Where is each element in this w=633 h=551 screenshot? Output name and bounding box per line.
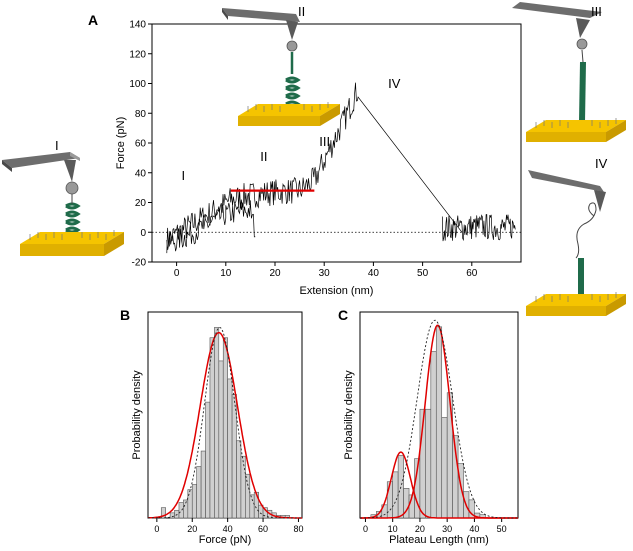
histogram-bar xyxy=(191,484,197,519)
x-tick-label: 20 xyxy=(269,268,281,279)
y-tick-label: 40 xyxy=(135,168,147,179)
cantilever-icon xyxy=(512,2,602,50)
histogram-bar xyxy=(236,440,242,519)
x-tick-label: 40 xyxy=(368,268,380,279)
y-tick-label: 60 xyxy=(135,139,147,150)
cantilever-icon xyxy=(222,8,300,52)
y-axis-label: Probability density xyxy=(343,370,355,460)
x-tick-label: 50 xyxy=(417,268,429,279)
panel-label-b: B xyxy=(120,307,130,323)
histogram-bar xyxy=(174,509,180,519)
x-tick-label: 0 xyxy=(174,268,180,279)
y-tick-label: 140 xyxy=(129,20,146,31)
afm-illustration-stage-2: II xyxy=(222,4,340,126)
series-baseline-noise xyxy=(441,214,516,242)
y-tick-label: 120 xyxy=(129,49,146,60)
histogram-bar xyxy=(446,392,453,519)
protein-coil-icon xyxy=(65,194,81,234)
x-axis-label: Force (pN) xyxy=(199,534,252,546)
histogram-bar xyxy=(205,401,211,519)
y-tick-label: 80 xyxy=(135,109,147,120)
gold-surface-icon xyxy=(238,102,340,126)
y-tick-label: 0 xyxy=(140,228,146,239)
protein-chain-icon xyxy=(579,49,586,122)
gold-surface-icon xyxy=(526,292,626,316)
histogram-bar xyxy=(160,507,167,519)
histogram-bar xyxy=(245,473,251,519)
trace-stage-label: III xyxy=(319,134,330,149)
dashed-fit-curve xyxy=(360,319,518,519)
protein-coil-icon xyxy=(285,52,301,108)
histogram-bar xyxy=(218,360,224,519)
y-tick-label: 20 xyxy=(135,198,147,209)
histogram-bar xyxy=(214,327,220,519)
ruptured-strand-icon xyxy=(575,202,597,296)
histogram-bar xyxy=(227,378,233,519)
x-tick-label: 40 xyxy=(469,524,479,534)
histogram-bar xyxy=(178,502,184,519)
histogram-bar xyxy=(169,512,175,519)
histogram-bar xyxy=(441,417,448,519)
y-axis-label: Force (pN) xyxy=(115,117,127,170)
stage-label-1: I xyxy=(55,138,59,153)
panel-b-plot: 0 20 40 60 80 Force (pN) Probability density xyxy=(131,311,303,546)
x-axis-label: Extension (nm) xyxy=(300,285,374,297)
x-tick-label: 40 xyxy=(223,524,233,534)
afm-illustration-stage-3: III xyxy=(512,2,626,142)
x-tick-label: 10 xyxy=(220,268,232,279)
trace-stage-label: II xyxy=(260,149,267,164)
gold-surface-icon xyxy=(526,118,626,142)
x-tick-label: 60 xyxy=(258,524,268,534)
afm-illustration-stage-1: I xyxy=(2,138,124,256)
gaussian-fit-curve xyxy=(147,331,302,519)
x-axis-label: Plateau Length (nm) xyxy=(389,534,489,546)
histogram-bar xyxy=(187,489,193,519)
panel-label-a: A xyxy=(88,12,98,28)
cantilever-icon xyxy=(2,152,80,195)
histogram-bar xyxy=(240,455,246,519)
histogram-bar xyxy=(249,494,255,519)
y-tick-label: 100 xyxy=(129,79,146,90)
histogram-bar xyxy=(397,455,404,519)
x-tick-label: 0 xyxy=(154,524,159,534)
cantilever-icon xyxy=(528,170,606,212)
gold-surface-icon xyxy=(20,230,124,256)
stage-label-3: III xyxy=(591,4,602,19)
x-tick-label: 10 xyxy=(388,524,398,534)
stage-label-4: IV xyxy=(595,156,608,171)
histogram-bar xyxy=(222,337,228,519)
x-tick-label: 0 xyxy=(363,524,368,534)
histogram-bar xyxy=(209,337,215,519)
panel-label-c: C xyxy=(338,307,348,323)
y-axis-label: Probability density xyxy=(131,370,143,460)
panel-c-plot: 0 10 20 30 40 50 Plateau Length (nm) Probabilit… xyxy=(343,311,519,546)
x-tick-label: 20 xyxy=(187,524,197,534)
afm-illustration-stage-4: IV xyxy=(526,156,626,316)
histogram-bar xyxy=(196,466,202,519)
trace-stage-label: IV xyxy=(388,76,401,91)
trace-stage-label: I xyxy=(182,168,186,183)
histogram-bar xyxy=(392,471,399,519)
x-tick-label: 50 xyxy=(497,524,507,534)
y-tick-label: -20 xyxy=(132,258,147,269)
panel-a-plot: 0 10 20 30 40 50 60 -20 0 20 40 60 80 100 120 140 Extens… xyxy=(115,20,522,297)
dashed-fit-curve xyxy=(148,327,302,519)
x-tick-label: 60 xyxy=(466,268,478,279)
x-tick-label: 80 xyxy=(293,524,303,534)
histogram-bar xyxy=(435,326,443,519)
histogram-bar xyxy=(430,351,437,519)
stage-label-2: II xyxy=(298,4,305,19)
x-tick-label: 30 xyxy=(442,524,452,534)
x-tick-label: 20 xyxy=(415,524,425,534)
histogram-bar xyxy=(425,408,432,519)
histogram-bar xyxy=(200,450,206,519)
x-tick-label: 30 xyxy=(319,268,331,279)
series-relaxation-trace xyxy=(166,200,256,252)
